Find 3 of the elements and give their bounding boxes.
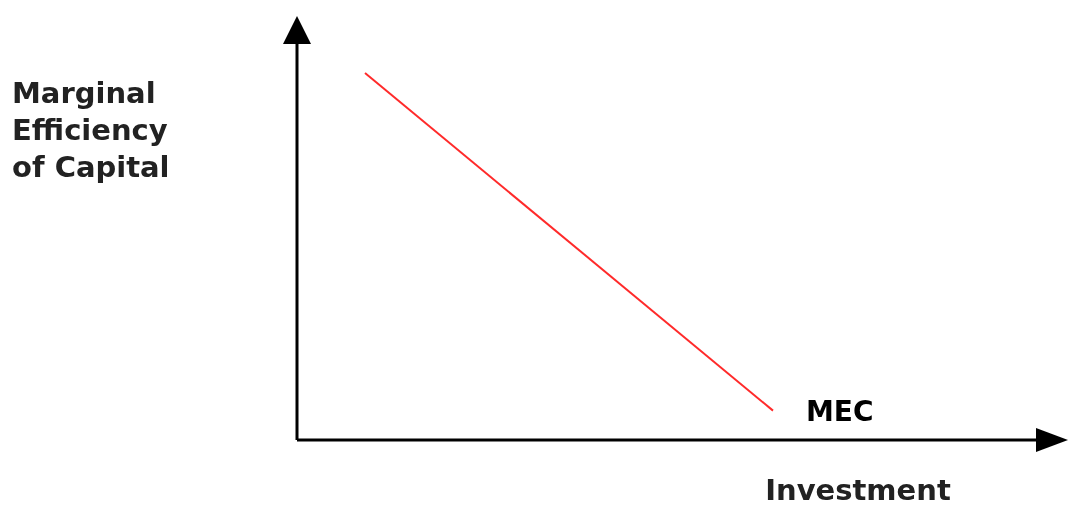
y-axis-title: Marginal Efficiency of Capital	[12, 76, 170, 184]
series-label: MEC	[806, 394, 874, 428]
x-axis-title: Investment	[765, 473, 951, 505]
